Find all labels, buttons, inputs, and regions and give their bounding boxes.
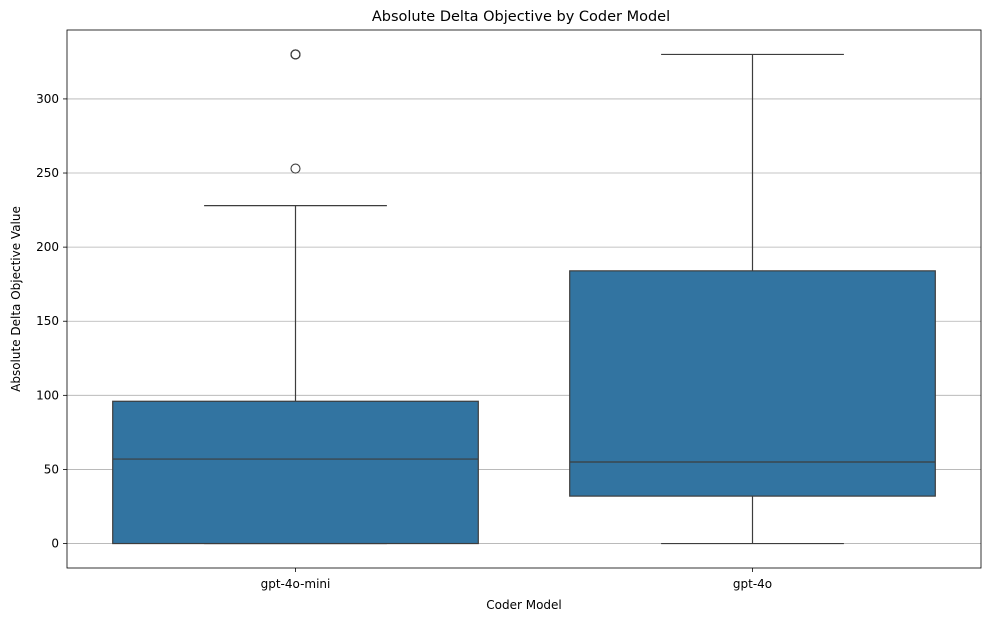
y-tick-label-100: 100 <box>36 388 59 402</box>
y-axis-label: Absolute Delta Objective Value <box>9 206 23 392</box>
chart-title: Absolute Delta Objective by Coder Model <box>372 9 670 25</box>
iqr-box <box>569 270 936 497</box>
plot-frame <box>66 29 982 569</box>
y-axis: 0 50 100 150 200 250 300 <box>36 92 67 551</box>
iqr-box <box>112 400 479 545</box>
x-tick-label-gpt-4o: gpt-4o <box>733 577 772 591</box>
x-tick-label-gpt-4o-mini: gpt-4o-mini <box>261 577 331 591</box>
box-gpt-4o <box>569 53 936 545</box>
boxes <box>112 49 936 545</box>
box-gpt-4o-mini <box>112 49 479 545</box>
y-tick-label-200: 200 <box>36 240 59 254</box>
y-tick-label-300: 300 <box>36 92 59 106</box>
y-tick-label-250: 250 <box>36 166 59 180</box>
x-axis-label: Coder Model <box>486 598 562 612</box>
x-axis: gpt-4o-mini gpt-4o <box>261 568 772 591</box>
outlier-point <box>290 163 301 174</box>
outlier-point <box>290 49 301 60</box>
y-tick-label-50: 50 <box>44 462 59 476</box>
y-tick-label-0: 0 <box>51 537 59 551</box>
y-tick-label-150: 150 <box>36 314 59 328</box>
